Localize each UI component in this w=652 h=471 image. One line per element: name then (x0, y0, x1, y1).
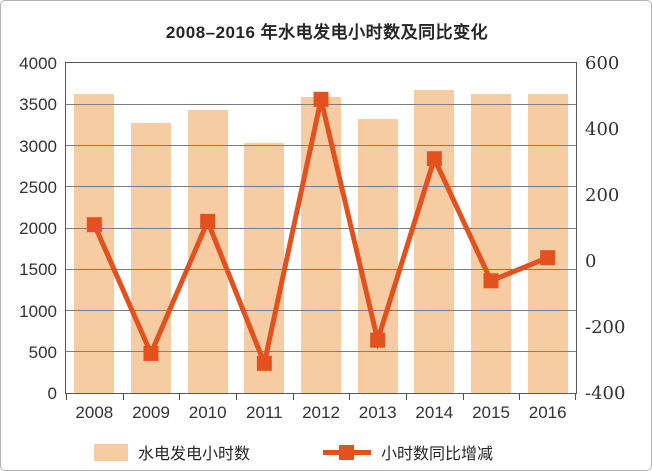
x-axis-label: 2011 (246, 403, 283, 422)
left-axis-tick-label: 3000 (19, 136, 57, 156)
legend: 水电发电小时数 小时数同比增减 (1, 441, 651, 465)
x-axis-tick (575, 393, 576, 400)
x-axis-tick (349, 393, 351, 400)
left-axis-tick-label: 4000 (19, 54, 57, 73)
gridline (66, 145, 576, 146)
line-marker-2015 (483, 273, 499, 289)
bar-2015 (471, 94, 511, 393)
chart-title: 2008–2016 年水电发电小时数及同比变化 (165, 23, 489, 42)
x-axis-label: 2008 (75, 403, 114, 422)
x-axis-tick (519, 393, 521, 400)
line-series-path (92, 98, 549, 372)
right-axis-tick-label: 200 (585, 185, 620, 206)
line-marker-2012 (313, 91, 329, 107)
plot-area (65, 62, 577, 400)
x-axis-tick (122, 393, 124, 400)
line-marker-2008 (86, 217, 102, 233)
legend-line-label: 小时数同比增减 (381, 446, 494, 463)
legend-item-line: 小时数同比增减 (323, 441, 493, 463)
line-marker-2010 (200, 213, 216, 229)
left-axis-tick-label: 1000 (19, 301, 57, 321)
x-axis-label: 2009 (132, 403, 170, 422)
x-axis-label: 2010 (188, 403, 227, 422)
line-marker-2009 (143, 345, 159, 361)
gridline (66, 227, 576, 229)
x-axis-tick (179, 393, 181, 400)
x-axis-labels: 2008 2009 2010 2011 2012 2013 2014 2015 2016 (66, 403, 576, 425)
x-axis-tick (236, 393, 237, 400)
left-axis-tick-label: 500 (28, 342, 57, 362)
left-axis-labels: 4000 3500 3000 2500 2000 1500 1000 500 0 (1, 54, 57, 403)
left-axis-tick-label: 3500 (19, 95, 57, 115)
legend-bar-swatch (94, 443, 128, 461)
gridline (66, 186, 576, 188)
bar-2008 (74, 94, 115, 393)
right-axis-tick-label: -200 (585, 317, 626, 338)
x-axis-label: 2016 (528, 403, 567, 422)
line-marker-2011 (256, 355, 272, 371)
line-marker-2016 (540, 250, 556, 266)
right-axis-tick-label: -400 (585, 383, 626, 404)
bar-2014 (414, 90, 455, 393)
x-axis-label: 2014 (415, 403, 454, 422)
gridline (66, 351, 576, 353)
gridline (66, 268, 576, 270)
legend-item-bars: 水电发电小时数 (94, 441, 250, 463)
left-axis-tick-label: 0 (47, 384, 57, 403)
right-axis-tick-label: 600 (585, 53, 620, 74)
legend-line-marker-icon (339, 444, 354, 460)
line-marker-2014 (426, 151, 442, 167)
right-axis-tick-label: 0 (585, 251, 597, 272)
legend-bar-label: 水电发电小时数 (138, 446, 251, 463)
x-axis-tick (406, 393, 407, 400)
line-marker-2013 (370, 332, 386, 348)
left-axis-tick-label: 2000 (19, 219, 57, 238)
gridline (66, 310, 576, 311)
right-axis-labels: 600 400 200 0 -200 -400 (585, 53, 649, 404)
x-axis-tick (292, 393, 294, 400)
x-axis-label: 2012 (302, 403, 340, 422)
line-series (86, 91, 556, 372)
x-axis-tick (66, 393, 67, 400)
left-axis-tick-label: 1500 (19, 260, 57, 280)
bar-2016 (527, 94, 568, 393)
right-axis-tick-label: 400 (585, 119, 620, 140)
x-axis-tick (462, 393, 464, 400)
x-axis-label: 2015 (472, 403, 510, 422)
legend-line-swatch (323, 444, 371, 460)
left-axis-tick-label: 2500 (19, 177, 57, 197)
x-axis-label: 2013 (358, 403, 397, 422)
